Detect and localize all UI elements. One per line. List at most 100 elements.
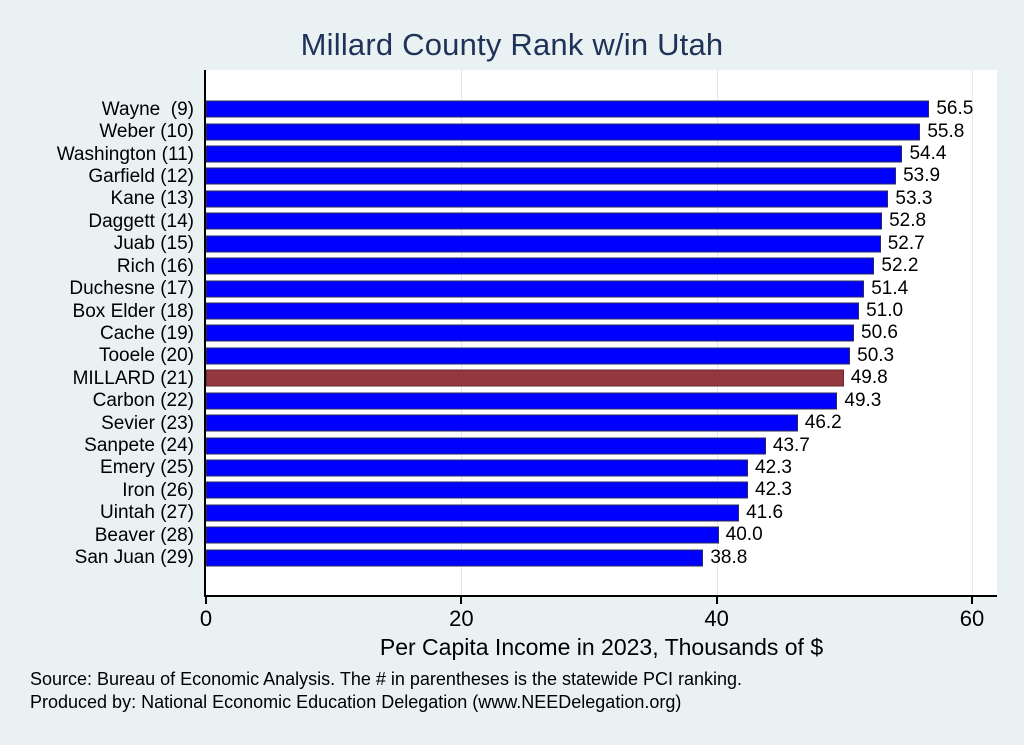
bar-row: Rich (16) 52.2 [0,255,997,277]
bar-value-label: 52.8 [889,210,927,232]
bar [206,459,749,477]
source-line-1: Source: Bureau of Economic Analysis. The… [30,669,743,689]
x-tick-mark [971,597,973,604]
bar-value-label: 40.0 [725,524,763,546]
y-axis-label: San Juan (29) [74,547,194,569]
bar-zone: 51.0 [206,300,997,322]
y-axis-label: Washington (11) [56,143,194,165]
y-axis-label: Wayne (9) [101,98,194,120]
x-tick-mark [460,597,463,604]
bar-row: Cache (19) 50.6 [0,322,997,344]
y-axis-label: Rich (16) [116,255,194,277]
bar-value-label: 52.7 [887,232,925,254]
bar-zone: 53.3 [206,188,997,210]
bar [206,302,860,320]
bar-value-label: 46.2 [804,412,842,434]
bar [206,280,865,298]
bar-zone: 42.3 [206,457,997,479]
bar-zone: 46.2 [206,412,997,434]
bar-zone: 52.8 [206,210,997,232]
y-axis-label: Cache (19) [100,322,194,344]
x-axis-ticks: 0 20 40 60 [200,597,997,637]
bar-zone: 52.7 [206,233,997,255]
bar-value-label: 51.0 [866,300,904,321]
bar-value-label: 49.8 [850,367,888,389]
bar [206,235,881,253]
bar [206,414,798,432]
y-axis-label: Sevier (23) [101,412,194,434]
bar-row: Tooele (20) 50.3 [0,345,997,367]
bar-zone: 38.8 [206,546,997,568]
y-axis-label: Emery (25) [100,457,194,479]
bar [206,481,749,499]
y-axis-label: Beaver (28) [94,524,194,546]
bar [206,167,897,185]
bar-row: Kane (13) 53.3 [0,188,997,210]
source-note: Source: Bureau of Economic Analysis. The… [30,668,742,713]
bar [206,257,875,275]
bar [206,504,740,522]
bar-row: Sevier (23) 46.2 [0,412,997,434]
bar-row: Garfield (12) 53.9 [0,165,997,187]
bar [206,437,766,455]
bar-row: Duchesne (17) 51.4 [0,277,997,299]
bar-row: Washington (11) 54.4 [0,143,997,165]
bar-row: Juab (15) 52.7 [0,233,997,255]
x-axis-line [204,595,997,597]
bar-zone: 41.6 [206,502,997,524]
bar-value-label: 53.3 [895,187,933,209]
bar-zone: 49.8 [206,367,997,389]
x-tick-label: 40 [704,606,729,631]
chart-title: Millard County Rank w/in Utah [300,27,724,62]
x-tick-label: 20 [449,606,474,631]
x-tick-label: 60 [959,606,985,631]
bar-zone: 55.8 [206,120,997,142]
bar-zone: 54.4 [206,143,997,165]
y-axis-label: MILLARD (21) [72,367,194,389]
bar-value-label: 54.4 [909,143,947,165]
bar-value-label: 53.9 [903,165,941,187]
source-line-2: Produced by: National Economic Education… [30,691,682,712]
bar-row: Emery (25) 42.3 [0,457,997,479]
bar-row: Wayne (9) 56.5 [0,98,997,120]
bar-zone: 52.2 [206,255,997,277]
bar-zone: 56.5 [206,98,997,120]
y-axis-label: Daggett (14) [88,210,194,232]
bar-value-label: 52.2 [881,255,919,277]
y-axis-label: Sanpete (24) [84,435,194,457]
bar-zone: 43.7 [206,434,997,456]
bar-row: Beaver (28) 40.0 [0,524,997,546]
y-axis-label: Juab (15) [113,233,194,255]
y-axis-label: Carbon (22) [92,390,194,412]
x-tick-mark [715,597,718,604]
y-axis-label: Garfield (12) [88,165,194,187]
bar-row: Weber (10) 55.8 [0,120,997,142]
bar-row: Uintah (27) 41.6 [0,502,997,524]
highlight-bar-millard [206,369,844,387]
bar-zone: 40.0 [206,524,997,546]
y-axis-label: Weber (10) [99,121,194,143]
bar-value-label: 56.5 [936,98,974,120]
bar-row: San Juan (29) 38.8 [0,546,997,568]
bar [206,145,903,163]
bar-row: Daggett (14) 52.8 [0,210,997,232]
bar-row: Sanpete (24) 43.7 [0,434,997,456]
bar [206,190,889,208]
bar-value-label: 43.7 [772,434,810,456]
bar-zone: 53.9 [206,165,997,187]
bar [206,212,883,230]
bar-row: Iron (26) 42.3 [0,479,997,501]
x-tick-label: 0 [199,606,213,631]
bar-value-label: 50.3 [857,344,895,366]
bar [206,526,719,544]
bar [206,324,854,342]
bar-row: Box Elder (18) 51.0 [0,300,997,322]
bar-value-label: 55.8 [927,120,965,142]
x-axis-title: Per Capita Income in 2023, Thousands of … [379,634,824,660]
x-tick-mark [205,597,207,604]
bar-value-label: 41.6 [746,501,784,523]
bar-value-label: 42.3 [755,479,792,501]
gridline [972,70,973,595]
bar-zone: 50.6 [206,322,997,344]
bar-row: Carbon (22) 49.3 [0,389,997,411]
